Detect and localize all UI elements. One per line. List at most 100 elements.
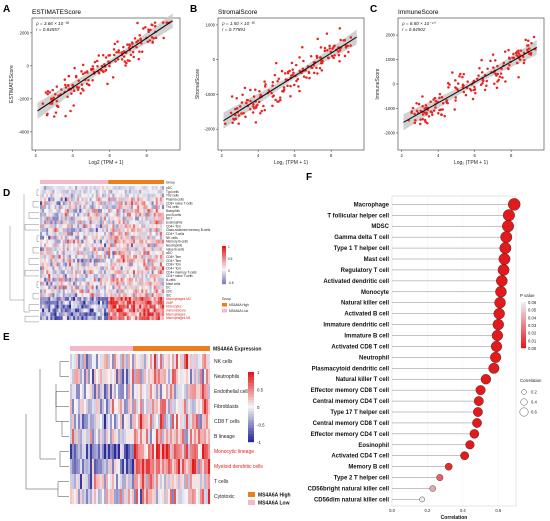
- heat-cell: [108, 251, 111, 255]
- heat-cell: [71, 274, 74, 278]
- heat-cell: [54, 277, 57, 282]
- heat-cell: [126, 266, 129, 271]
- heat-cell: [161, 262, 165, 267]
- heat-cell: [99, 186, 103, 190]
- heat-cell: [200, 354, 203, 370]
- heat-cell: [99, 216, 103, 221]
- heat-cell: [77, 216, 80, 221]
- heat-cell: [106, 285, 109, 290]
- heat-cell: [157, 254, 160, 259]
- heat-cell: [132, 354, 135, 370]
- heat-cell: [79, 235, 82, 240]
- heat-cell: [116, 254, 119, 259]
- heat-cell: [95, 285, 98, 290]
- heat-cell: [87, 251, 90, 255]
- heat-cell: [79, 231, 82, 236]
- heat-cell: [62, 228, 65, 232]
- heat-cell: [192, 369, 195, 385]
- heat-cell: [90, 429, 93, 445]
- heat-cell: [56, 189, 59, 194]
- heat-cell: [132, 489, 135, 505]
- heat-cell: [188, 444, 191, 460]
- heat-cell: [155, 235, 158, 240]
- heat-cell: [90, 369, 93, 385]
- heat-cell: [106, 193, 109, 198]
- heat-cell: [70, 429, 73, 445]
- heat-cell: [108, 316, 111, 321]
- heat-cell: [145, 274, 148, 278]
- heat-cell: [77, 228, 80, 232]
- heat-cell: [135, 254, 138, 259]
- heat-cell: [91, 312, 94, 317]
- heat-cell: [95, 216, 98, 221]
- heat-cell: [162, 399, 165, 415]
- scale-swatch: [222, 257, 226, 260]
- heat-cell: [112, 297, 115, 301]
- heat-cell: [66, 258, 69, 263]
- heat-cell: [138, 369, 141, 385]
- heat-cell: [87, 293, 90, 298]
- heat-cell: [120, 308, 123, 313]
- heat-cell: [147, 208, 150, 213]
- heat-cell: [110, 251, 113, 255]
- heat-cell: [139, 247, 142, 252]
- heat-cell: [194, 354, 197, 370]
- data-point: [60, 88, 63, 91]
- heat-cell: [151, 262, 154, 267]
- heat-cell: [153, 197, 156, 202]
- heat-cell: [102, 247, 105, 252]
- heat-cell: [124, 354, 127, 370]
- heat-cell: [135, 208, 138, 213]
- heat-cell: [124, 247, 127, 252]
- data-point: [237, 114, 241, 117]
- heat-cell: [128, 312, 131, 317]
- heat-cell: [68, 293, 72, 298]
- heat-cell: [66, 312, 69, 317]
- heat-cell: [99, 228, 103, 232]
- heat-cell: [144, 459, 147, 475]
- heat-cell: [93, 277, 96, 282]
- heat-cell: [120, 239, 123, 244]
- heat-cell: [135, 251, 138, 255]
- heat-cell: [84, 354, 87, 370]
- heat-cell: [143, 197, 146, 202]
- heat-cell: [194, 384, 197, 400]
- heat-cell: [143, 270, 146, 275]
- heat-cell: [99, 285, 103, 290]
- heat-cell: [130, 201, 134, 206]
- heat-cell: [126, 300, 129, 305]
- heat-cell: [102, 399, 105, 415]
- heat-cell: [78, 489, 81, 505]
- heat-cell: [130, 384, 133, 400]
- data-point: [291, 68, 294, 71]
- dendrogram-branch: [24, 224, 39, 231]
- heat-cell: [137, 189, 140, 194]
- heat-cell: [84, 489, 87, 505]
- heat-cell: [52, 243, 55, 248]
- heat-cell: [141, 239, 144, 244]
- data-point: [461, 83, 465, 87]
- heat-cell: [87, 189, 90, 194]
- heat-cell: [79, 304, 82, 309]
- heat-cell: [174, 444, 177, 460]
- heat-cell: [62, 274, 65, 278]
- row-label: Myeloid dendritic cells: [214, 464, 263, 470]
- heat-cell: [161, 212, 165, 217]
- heat-cell: [80, 354, 83, 370]
- heat-cell: [62, 254, 65, 259]
- heat-cell: [71, 281, 74, 286]
- heat-cell: [87, 285, 90, 290]
- heat-cell: [147, 186, 150, 190]
- heat-cell: [133, 285, 136, 290]
- heat-cell: [160, 369, 163, 385]
- heat-cell: [174, 414, 177, 430]
- data-point: [507, 48, 510, 52]
- heat-cell: [166, 354, 169, 370]
- heat-cell: [122, 243, 125, 248]
- data-point: [517, 49, 520, 52]
- heat-cell: [139, 208, 142, 213]
- heat-cell: [137, 228, 140, 232]
- heat-cell: [204, 474, 207, 490]
- heat-cell: [116, 266, 119, 271]
- heat-cell: [100, 429, 103, 445]
